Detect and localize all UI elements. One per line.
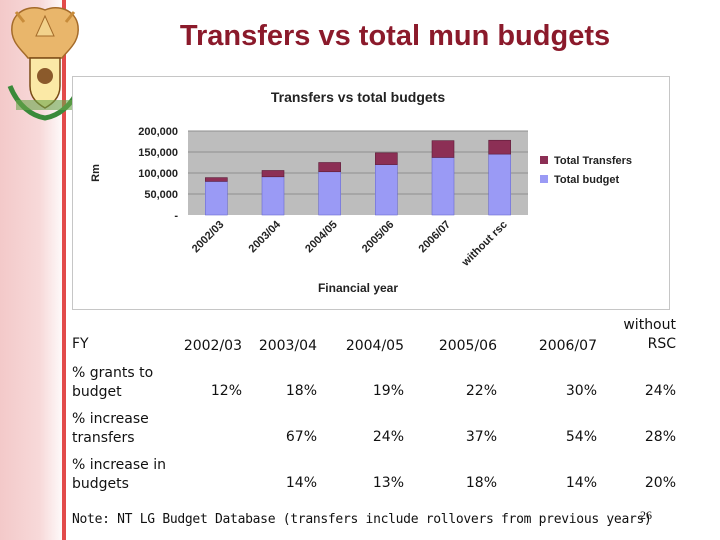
legend-swatch-budget (540, 175, 548, 183)
table-cell: 22% (465, 383, 497, 399)
coat-of-arms-logo (7, 6, 83, 121)
table-row: % increase transfers 67% 24% 37% 54% 28% (72, 406, 688, 452)
y-tick-label: - (174, 210, 178, 222)
x-tick-label: 2006/07 (417, 219, 454, 256)
bar-total-budget (261, 176, 285, 216)
row-label: % increase in budgets (72, 457, 166, 492)
table-cell: 18% (465, 475, 497, 491)
header-fy: FY (72, 336, 89, 352)
source-note: Note: NT LG Budget Database (transfers i… (72, 512, 652, 527)
table-cell: 37% (465, 429, 497, 445)
table-cell: 67% (285, 429, 317, 445)
table-cell: 14% (285, 475, 317, 491)
table-row: % increase in budgets 14% 13% 18% 14% 20… (72, 452, 688, 498)
chart-title: Transfers vs total budgets (271, 89, 445, 105)
x-tick-label: 2004/05 (303, 219, 340, 256)
table-cell: 13% (372, 475, 404, 491)
table-cell: 28% (644, 429, 676, 445)
y-axis-title: Rm (90, 164, 102, 182)
page-number: 26 (640, 508, 652, 522)
bar-total-budget (431, 157, 455, 216)
bar-total-transfers (205, 177, 228, 182)
legend-swatch-transfers (540, 156, 548, 164)
y-tick-label: 50,000 (144, 189, 178, 201)
bar-total-transfers (318, 162, 341, 173)
stats-table: FY 2002/03 2003/04 2004/05 2005/06 2006/… (72, 314, 688, 498)
table-row: % grants to budget 12% 18% 19% 22% 30% 2… (72, 360, 688, 406)
y-tick-label: 100,000 (138, 168, 178, 180)
row-label: % increase transfers (72, 411, 149, 446)
table-cell: 18% (285, 383, 317, 399)
bar-total-budget (205, 181, 228, 216)
stacked-bar-chart: 200,000 150,000 100,000 50,000 - Financial ye… (90, 89, 632, 295)
x-tick-label: without rsc (459, 219, 510, 270)
header-col: 2003/04 (258, 338, 317, 354)
table-cell: 19% (372, 383, 404, 399)
side-bar-edge (62, 0, 66, 540)
header-col: without RSC (623, 317, 676, 352)
bar-total-budget (488, 153, 511, 216)
bar-total-budget (318, 171, 341, 216)
table-header-row: FY 2002/03 2003/04 2004/05 2005/06 2006/… (72, 314, 688, 360)
chart-frame: 200,000 150,000 100,000 50,000 - Financial ye… (72, 76, 670, 310)
table-cell: 24% (372, 429, 404, 445)
header-col: 2002/03 (183, 338, 242, 354)
bar-total-transfers (261, 170, 285, 178)
x-tick-label: 2002/03 (190, 219, 227, 256)
legend-label: Total Transfers (554, 155, 632, 167)
table-cell: 20% (644, 475, 676, 491)
table-cell: 12% (210, 383, 242, 399)
table-cell: 24% (644, 383, 676, 399)
x-tick-label: 2003/04 (247, 218, 284, 255)
table-cell: 30% (565, 383, 597, 399)
bar-total-transfers (431, 140, 455, 158)
x-tick-label: 2005/06 (360, 219, 397, 256)
bar-total-transfers (488, 139, 511, 155)
legend-label: Total budget (554, 174, 620, 186)
bar-total-budget (375, 164, 398, 216)
header-col: 2004/05 (345, 338, 404, 354)
row-label: % grants to budget (72, 365, 154, 400)
slide-title: Transfers vs total mun budgets (179, 20, 611, 52)
bar-total-transfers (375, 152, 398, 165)
header-col: 2005/06 (438, 338, 497, 354)
y-tick-label: 200,000 (138, 126, 178, 138)
table-cell: 54% (565, 429, 597, 445)
y-tick-label: 150,000 (138, 147, 178, 159)
x-axis-title: Financial year (318, 281, 398, 295)
header-col: 2006/07 (538, 338, 597, 354)
table-cell: 14% (565, 475, 597, 491)
